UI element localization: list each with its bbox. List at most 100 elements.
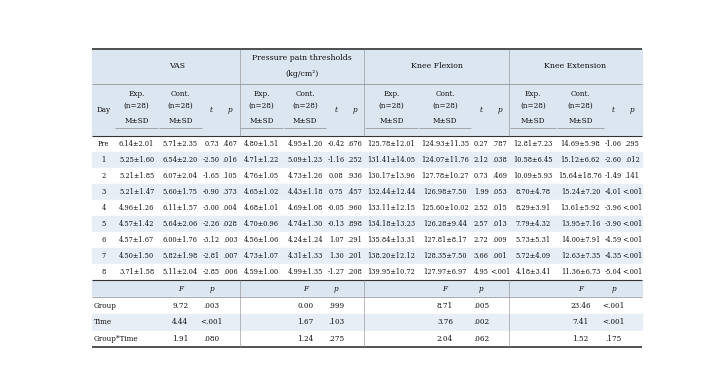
Text: 130.17±13.96: 130.17±13.96 [367,172,415,180]
Text: 11.36±6.73: 11.36±6.73 [561,268,600,276]
Text: (n=28): (n=28) [520,102,546,109]
Text: Exp.: Exp. [253,90,270,98]
Text: .103: .103 [329,318,344,327]
Text: 135.84±13.31: 135.84±13.31 [367,236,415,244]
Text: 5.82±1.98: 5.82±1.98 [163,252,198,260]
Text: <.001: <.001 [602,302,625,310]
Text: 126.98±7.50: 126.98±7.50 [423,188,467,196]
Text: 4.95: 4.95 [474,268,489,276]
Text: -0.05: -0.05 [328,204,345,212]
Text: Cont.: Cont. [571,90,590,98]
Polygon shape [92,248,642,264]
Text: p: p [353,106,357,114]
Text: F: F [303,285,308,293]
Text: 138.20±12.12: 138.20±12.12 [367,252,415,260]
Text: .469: .469 [493,172,508,180]
Text: 3: 3 [102,188,106,196]
Text: .275: .275 [329,335,344,343]
Text: p: p [228,106,233,114]
Text: -1.16: -1.16 [328,156,345,164]
Text: -4.59: -4.59 [605,236,622,244]
Text: t: t [335,106,338,114]
Text: 13.95±7.16: 13.95±7.16 [561,220,600,228]
Text: 5.64±2.06: 5.64±2.06 [163,220,198,228]
Text: Cont.: Cont. [435,90,455,98]
Text: .080: .080 [203,335,220,343]
Text: 1.99: 1.99 [474,188,488,196]
Text: 4.69±1.08: 4.69±1.08 [288,204,323,212]
Text: <.001: <.001 [622,220,642,228]
Text: 4.76±1.05: 4.76±1.05 [244,172,279,180]
Text: 10.09±5.93: 10.09±5.93 [513,172,553,180]
Text: 1: 1 [102,156,106,164]
Text: .012: .012 [625,156,639,164]
Text: .208: .208 [348,268,362,276]
Text: 7.41: 7.41 [572,318,589,327]
Text: 4.56±1.06: 4.56±1.06 [244,236,279,244]
Text: 6.00±1.76: 6.00±1.76 [163,236,198,244]
Text: -5.04: -5.04 [605,268,622,276]
Text: .016: .016 [223,156,238,164]
Text: .373: .373 [223,188,238,196]
Polygon shape [92,216,642,232]
Text: 2.57: 2.57 [474,220,488,228]
Polygon shape [92,200,642,216]
Text: Exp.: Exp. [128,90,145,98]
Text: 4.95±1.20: 4.95±1.20 [288,140,323,148]
Text: 4.73±1.26: 4.73±1.26 [288,172,323,180]
Text: 14.69±5.98: 14.69±5.98 [561,140,600,148]
Polygon shape [92,152,642,168]
Text: 4.44: 4.44 [173,318,188,327]
Text: 13.61±5.92: 13.61±5.92 [561,204,600,212]
Text: 23.46: 23.46 [570,302,591,310]
Text: 4.57±1.42: 4.57±1.42 [119,220,154,228]
Text: .999: .999 [329,302,344,310]
Text: t: t [612,106,615,114]
Text: 8.70±4.78: 8.70±4.78 [516,188,551,196]
Text: .457: .457 [348,188,362,196]
Text: p: p [498,106,502,114]
Text: 124.93±11.35: 124.93±11.35 [421,140,469,148]
Text: 128.35±7.50: 128.35±7.50 [423,252,467,260]
Text: 12.63±7.35: 12.63±7.35 [561,252,600,260]
Text: 2.12: 2.12 [474,156,488,164]
Text: <.001: <.001 [602,318,625,327]
Text: 1.24: 1.24 [297,335,314,343]
Text: <.001: <.001 [200,318,223,327]
Text: .002: .002 [473,318,489,327]
Text: 4.65±1.02: 4.65±1.02 [244,188,279,196]
Text: 6.11±1.57: 6.11±1.57 [163,204,198,212]
Text: M±SD: M±SD [293,117,317,125]
Text: 5.73±5.31: 5.73±5.31 [516,236,551,244]
Text: Cont.: Cont. [170,90,190,98]
Text: 3.71±1.58: 3.71±1.58 [119,268,154,276]
Text: 9.72: 9.72 [173,302,188,310]
Polygon shape [92,331,642,347]
Text: <.001: <.001 [490,268,510,276]
Text: Knee Extension: Knee Extension [544,62,606,70]
Text: <.001: <.001 [622,204,642,212]
Text: -3.00: -3.00 [203,204,220,212]
Text: .015: .015 [493,204,508,212]
Polygon shape [92,49,642,83]
Text: 125.78±12.01: 125.78±12.01 [367,140,415,148]
Text: .141: .141 [625,172,640,180]
Text: 4.74±1.30: 4.74±1.30 [288,220,323,228]
Text: .295: .295 [625,140,639,148]
Text: Cont.: Cont. [295,90,315,98]
Text: 4.59±1.00: 4.59±1.00 [244,268,279,276]
Text: 0.75: 0.75 [329,188,344,196]
Text: 127.81±8.17: 127.81±8.17 [423,236,467,244]
Polygon shape [92,168,642,184]
Text: 14.00±7.91: 14.00±7.91 [561,236,600,244]
Polygon shape [92,298,642,314]
Text: 124.07±11.76: 124.07±11.76 [421,156,469,164]
Text: -2.60: -2.60 [605,156,622,164]
Text: -0.42: -0.42 [328,140,345,148]
Text: 139.95±10.72: 139.95±10.72 [367,268,415,276]
Text: -2.81: -2.81 [203,252,220,260]
Text: 5.60±1.75: 5.60±1.75 [163,188,198,196]
Text: <.001: <.001 [622,252,642,260]
Text: p: p [479,285,483,293]
Text: Knee Flexion: Knee Flexion [411,62,463,70]
